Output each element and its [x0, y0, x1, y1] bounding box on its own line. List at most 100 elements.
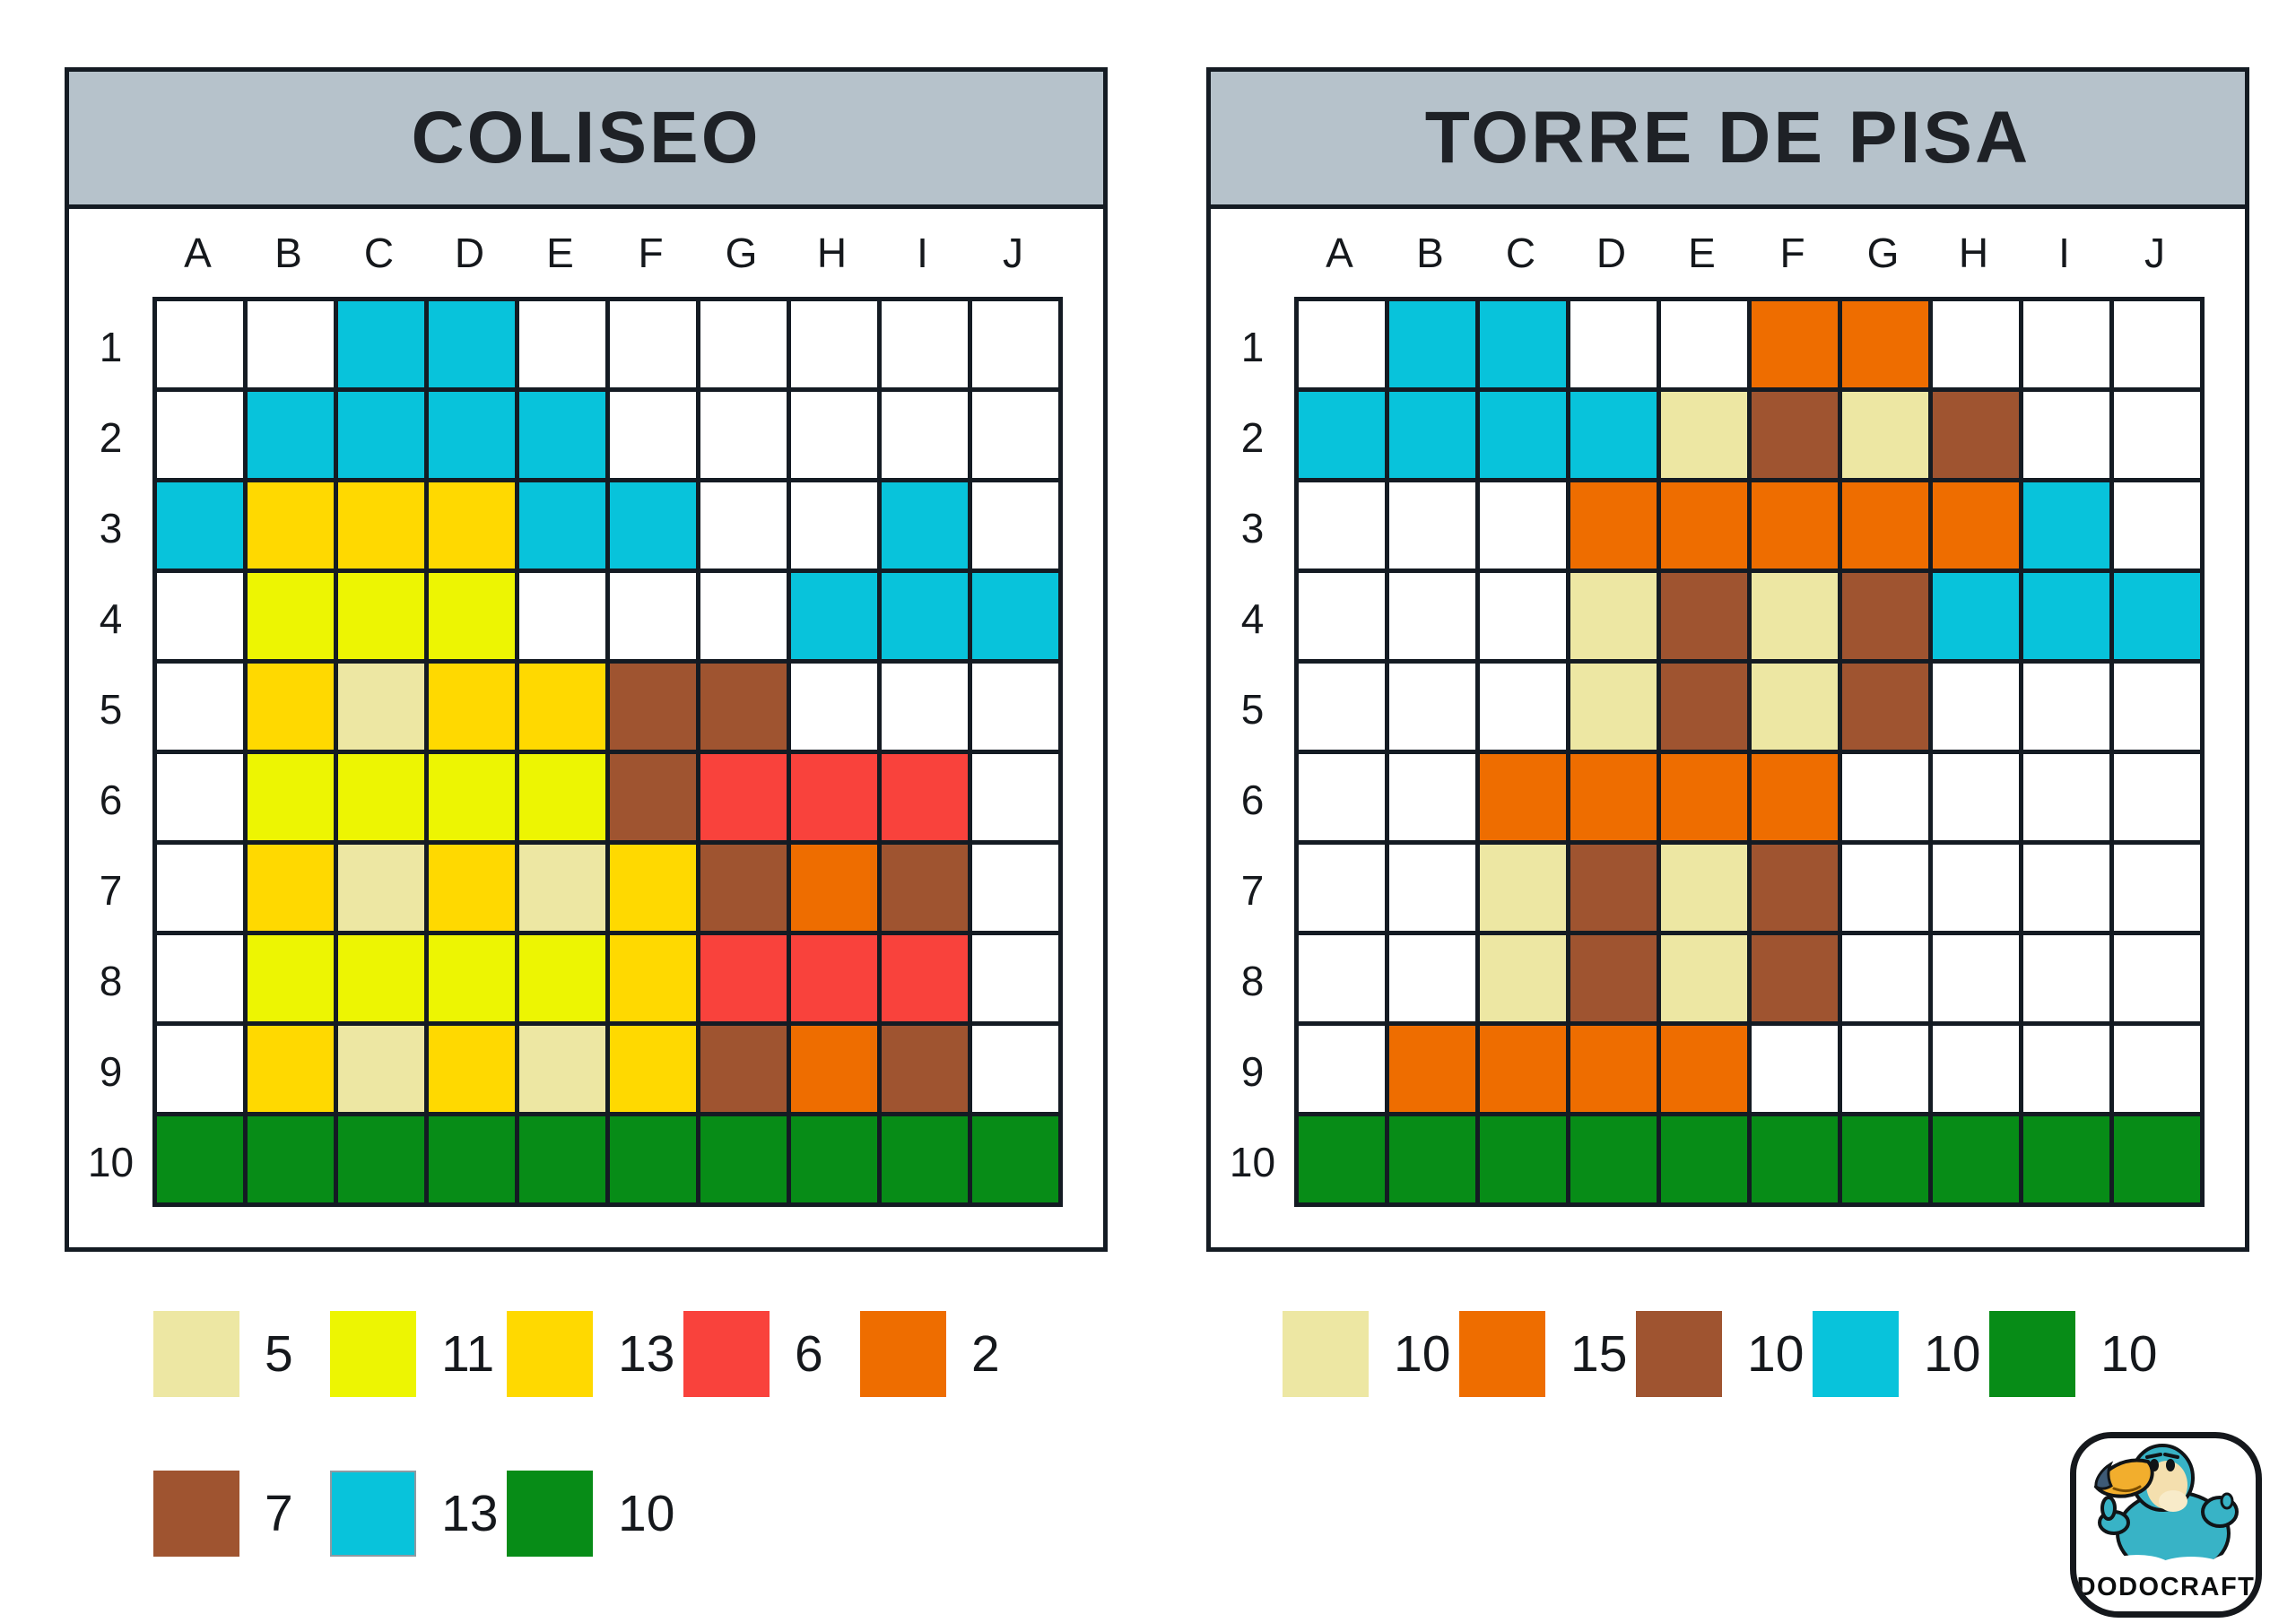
col-label-D: D [1596, 230, 1627, 276]
cell-F2-white [610, 392, 696, 478]
row-label-3: 3 [1240, 504, 1265, 551]
cell-B8-lemon-yellow [248, 935, 334, 1021]
torre-de-pisa-header: TORRE DE PISA [1211, 72, 2245, 209]
cell-E4-white [519, 573, 605, 659]
cell-C9-orange [1480, 1026, 1566, 1112]
row-numbers-column: 1 2 3 4 5 6 7 8 9 10 [1211, 297, 1294, 1207]
cell-G2-white [700, 392, 787, 478]
cell-J2-white [2114, 392, 2200, 478]
cell-E3-orange [1661, 482, 1747, 568]
cell-G5-brown [700, 664, 787, 750]
dodocraft-wordmark: DODOCRAFT [2076, 1573, 2256, 1601]
cell-D2-cyan [1570, 392, 1657, 478]
cell-F9-golden-yellow [610, 1026, 696, 1112]
legend-item-cream: 10 [1283, 1311, 1459, 1397]
cell-B10-green [248, 1116, 334, 1202]
cell-J8-white [2114, 935, 2200, 1021]
cell-B6-lemon-yellow [248, 754, 334, 840]
cell-C6-lemon-yellow [338, 754, 424, 840]
row-label-2: 2 [99, 413, 123, 461]
cell-E9-cream [519, 1026, 605, 1112]
cell-E9-orange [1661, 1026, 1747, 1112]
cell-G4-brown [1842, 573, 1928, 659]
cell-D6-orange [1570, 754, 1657, 840]
cell-A1-white [157, 301, 243, 387]
cyan-swatch [1813, 1311, 1899, 1397]
cell-G9-brown [700, 1026, 787, 1112]
cell-H2-brown [1933, 392, 2019, 478]
row-label-1: 1 [1240, 323, 1265, 370]
cell-D10-green [429, 1116, 515, 1202]
cell-D1-white [1570, 301, 1657, 387]
col-label-C: C [1505, 230, 1536, 276]
torre-de-pisa-panel: TORRE DE PISA A B C D E F G H I J 1 2 3 4 5 6 7 8 9 10 [1206, 67, 2249, 1252]
cell-I3-cyan [882, 482, 968, 568]
col-label-I: I [917, 230, 928, 276]
row-label-8: 8 [1240, 957, 1265, 1004]
legend-count: 11 [441, 1325, 495, 1383]
legend-count: 5 [265, 1325, 293, 1383]
cell-H3-orange [1933, 482, 2019, 568]
row-label-5: 5 [1240, 685, 1265, 733]
cell-F6-brown [610, 754, 696, 840]
cell-D10-green [1570, 1116, 1657, 1202]
col-label-G: G [725, 230, 758, 276]
cell-B1-cyan [1389, 301, 1475, 387]
col-label-A: A [184, 230, 212, 276]
cell-F8-golden-yellow [610, 935, 696, 1021]
cell-E8-lemon-yellow [519, 935, 605, 1021]
cell-B8-white [1389, 935, 1475, 1021]
cell-G1-orange [1842, 301, 1928, 387]
cell-C10-green [1480, 1116, 1566, 1202]
row-label-4: 4 [99, 595, 123, 642]
cell-F1-white [610, 301, 696, 387]
dodocraft-logo: DODOCRAFT [2070, 1432, 2262, 1618]
cell-D8-brown [1570, 935, 1657, 1021]
legend-item-green: 10 [1989, 1311, 2166, 1397]
cell-A10-green [157, 1116, 243, 1202]
column-letters-row: A B C D E F G H I J [152, 209, 1103, 297]
cell-I6-red [882, 754, 968, 840]
row-label-6: 6 [1240, 776, 1265, 823]
cell-B2-cyan [1389, 392, 1475, 478]
col-label-E: E [546, 230, 574, 276]
cell-F1-orange [1752, 301, 1838, 387]
coliseo-panel: COLISEO A B C D E F G H I J 1 2 3 4 5 6 7 8 9 10 [65, 67, 1108, 1252]
cell-J9-white [2114, 1026, 2200, 1112]
row-label-8: 8 [99, 957, 123, 1004]
cell-G6-white [1842, 754, 1928, 840]
cell-J7-white [972, 845, 1058, 931]
cell-D9-orange [1570, 1026, 1657, 1112]
cell-B10-green [1389, 1116, 1475, 1202]
cell-C4-white [1480, 573, 1566, 659]
cell-G6-red [700, 754, 787, 840]
cell-C9-cream [338, 1026, 424, 1112]
cell-E2-cyan [519, 392, 605, 478]
col-label-E: E [1688, 230, 1716, 276]
cell-F3-cyan [610, 482, 696, 568]
cell-A2-cyan [1299, 392, 1385, 478]
col-label-I: I [2058, 230, 2070, 276]
cell-J5-white [2114, 664, 2200, 750]
cell-A5-white [1299, 664, 1385, 750]
legend-item-red: 6 [683, 1311, 860, 1397]
cell-I10-green [2023, 1116, 2109, 1202]
cell-D4-cream [1570, 573, 1657, 659]
cell-H3-white [791, 482, 877, 568]
cell-J6-white [2114, 754, 2200, 840]
cell-H5-white [1933, 664, 2019, 750]
cell-A9-white [1299, 1026, 1385, 1112]
cell-D9-golden-yellow [429, 1026, 515, 1112]
cell-A8-white [157, 935, 243, 1021]
cell-J4-cyan [2114, 573, 2200, 659]
cell-C7-cream [1480, 845, 1566, 931]
cell-I10-green [882, 1116, 968, 1202]
cell-H10-green [1933, 1116, 2019, 1202]
legend-count: 7 [265, 1485, 293, 1542]
col-label-J: J [1003, 230, 1023, 276]
cell-J3-white [972, 482, 1058, 568]
cell-G8-white [1842, 935, 1928, 1021]
cell-C6-orange [1480, 754, 1566, 840]
legend-item-brown: 7 [153, 1471, 330, 1557]
row-label-1: 1 [99, 323, 123, 370]
